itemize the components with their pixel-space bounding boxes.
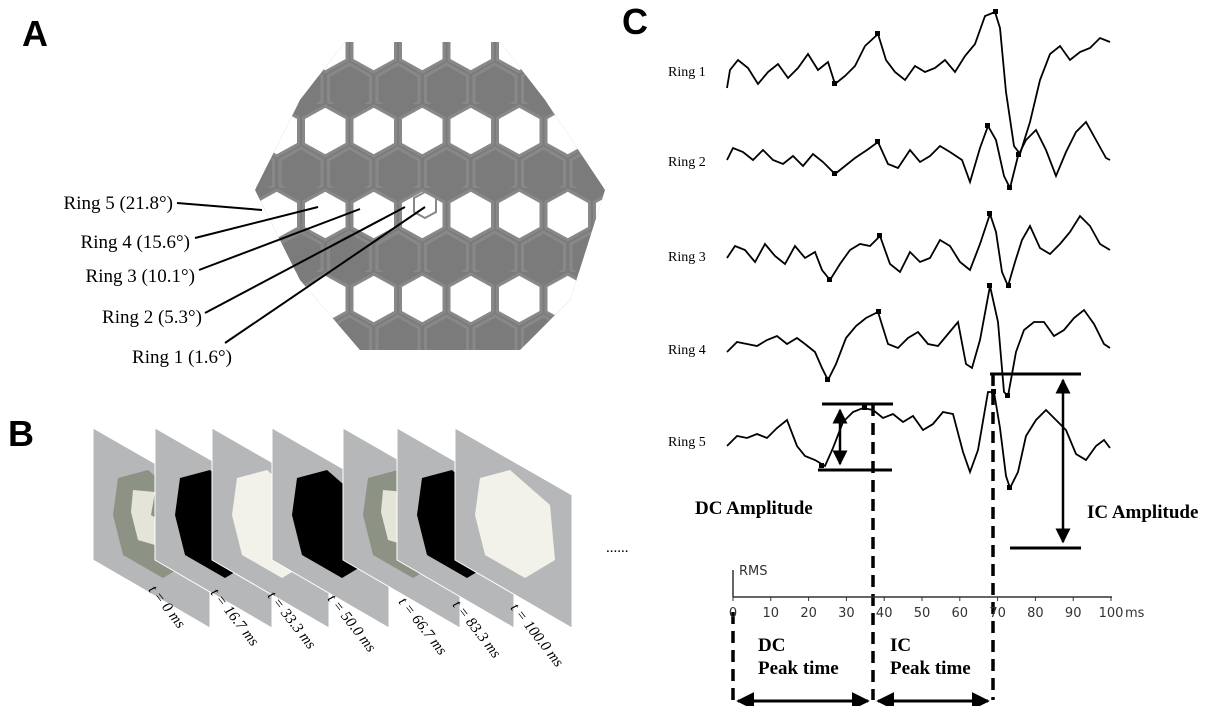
hex-stimulus <box>255 42 605 350</box>
panel-label: B <box>8 413 34 454</box>
tick-label: 0 <box>729 606 737 621</box>
ellipsis: ...... <box>606 540 629 556</box>
ic-peak-time-label: IC <box>890 635 911 656</box>
ring-label: Ring 3 (10.1°) <box>86 266 195 287</box>
dc-amplitude-label: DC Amplitude <box>695 498 813 519</box>
tick-label: 40 <box>876 606 893 621</box>
dc-peak-time-label: DC <box>758 635 785 656</box>
panel-label: A <box>22 13 48 54</box>
ring-label: Ring 1 (1.6°) <box>132 347 232 368</box>
trace-label: Ring 4 <box>668 343 706 358</box>
amplitude-brackets <box>818 374 1081 548</box>
tick-label: 60 <box>952 606 969 621</box>
tick-label: 100 <box>1099 606 1124 621</box>
ring-label: Ring 4 (15.6°) <box>81 232 190 253</box>
waveforms <box>727 12 1110 488</box>
ring-label: Ring 5 (21.8°) <box>64 193 173 214</box>
panel-label: C <box>622 1 648 42</box>
ic-amplitude-label: IC Amplitude <box>1087 502 1198 523</box>
tick-label: 20 <box>800 606 817 621</box>
trace-label: Ring 3 <box>668 250 706 265</box>
trace-label: Ring 5 <box>668 435 706 450</box>
ic-peak-time-label: Peak time <box>890 658 971 679</box>
dc-peak-time-label: Peak time <box>758 658 839 679</box>
tick-label: 70 <box>989 606 1006 621</box>
tick-label: 10 <box>763 606 780 621</box>
axis-unit: ms <box>1125 606 1145 621</box>
tick-label: 50 <box>914 606 931 621</box>
trace-label: Ring 1 <box>668 65 706 80</box>
figure: A Ring 5 (21.8°) Ring 4 (15.6°) Ring 3 (… <box>0 0 1230 706</box>
ring-label: Ring 2 (5.3°) <box>102 307 202 328</box>
tick-label: 30 <box>838 606 855 621</box>
tick-label: 80 <box>1027 606 1044 621</box>
rms-label: RMS <box>739 564 768 579</box>
tick-label: 90 <box>1065 606 1082 621</box>
trace-label: Ring 2 <box>668 155 706 170</box>
